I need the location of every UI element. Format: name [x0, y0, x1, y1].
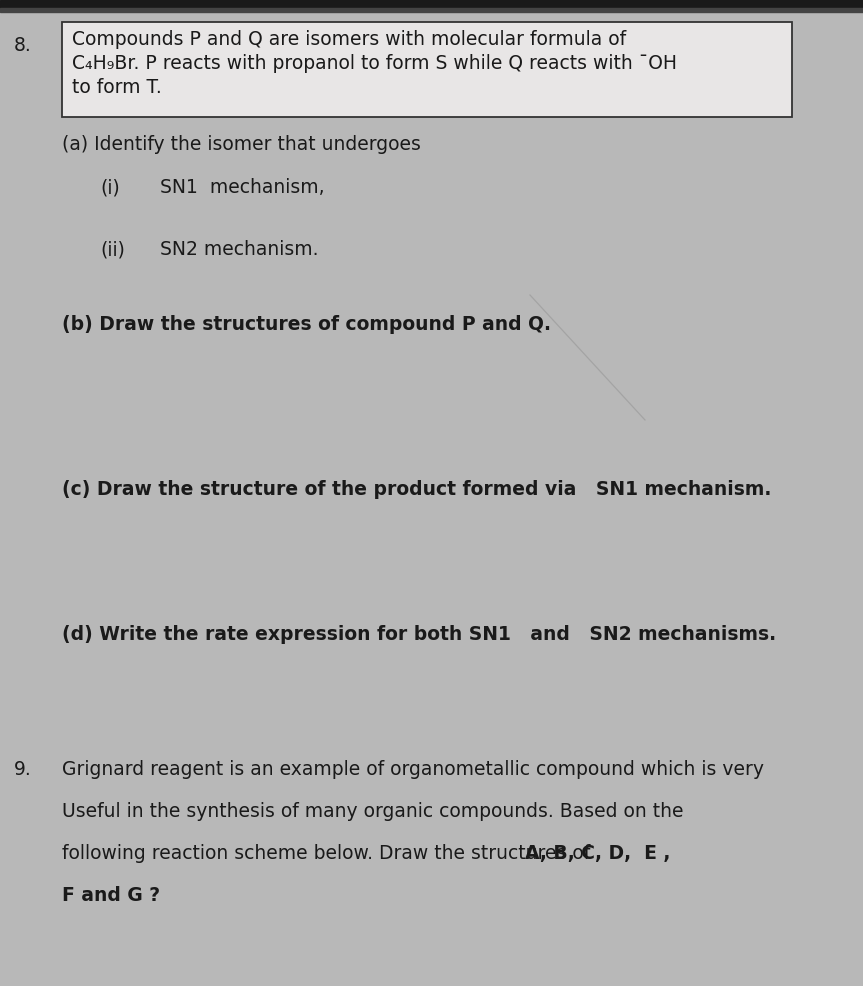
- Text: (c) Draw the structure of the product formed via   SΝ1 mechanism.: (c) Draw the structure of the product fo…: [62, 480, 772, 499]
- Text: F and G ?: F and G ?: [62, 886, 161, 905]
- Text: SΝ1  mechanism,: SΝ1 mechanism,: [160, 178, 324, 197]
- Text: to form T.: to form T.: [72, 78, 161, 97]
- Text: Grignard reagent is an example of organometallic compound which is very: Grignard reagent is an example of organo…: [62, 760, 764, 779]
- Bar: [0, 8, 863, 12]
- FancyBboxPatch shape: [62, 22, 792, 117]
- Text: (b) Draw the structures of compound P and Q.: (b) Draw the structures of compound P an…: [62, 315, 551, 334]
- Text: (ii): (ii): [100, 240, 125, 259]
- Text: Useful in the synthesis of many organic compounds. Based on the: Useful in the synthesis of many organic …: [62, 802, 683, 821]
- Text: (a) Identify the isomer that undergoes: (a) Identify the isomer that undergoes: [62, 135, 421, 154]
- Text: 8.: 8.: [14, 36, 32, 55]
- Text: (d) Write the rate expression for both SΝ1   and   SΝ2 mechanisms.: (d) Write the rate expression for both S…: [62, 625, 776, 644]
- Text: (i): (i): [100, 178, 120, 197]
- Text: A, B, C, D,  E ,: A, B, C, D, E ,: [525, 844, 671, 863]
- Text: SΝ2 mechanism.: SΝ2 mechanism.: [160, 240, 318, 259]
- Bar: [0, 0, 863, 8]
- Text: C₄H₉Br. P reacts with propanol to form S while Q reacts with ¯OH: C₄H₉Br. P reacts with propanol to form S…: [72, 54, 677, 73]
- Text: 9.: 9.: [14, 760, 32, 779]
- Text: Compounds P and Q are isomers with molecular formula of: Compounds P and Q are isomers with molec…: [72, 30, 627, 49]
- Text: following reaction scheme below. Draw the structures of: following reaction scheme below. Draw th…: [62, 844, 602, 863]
